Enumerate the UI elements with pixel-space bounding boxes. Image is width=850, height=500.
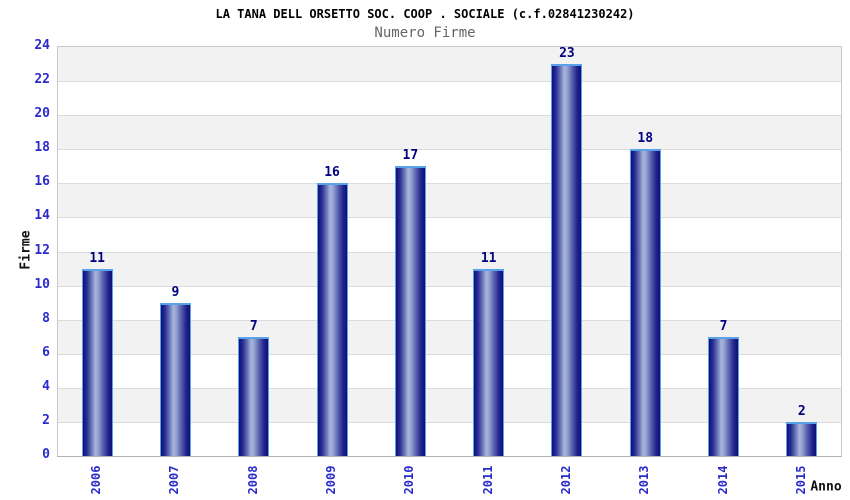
background-band: [58, 115, 841, 150]
x-tick-2015: 2015: [793, 465, 808, 495]
bar-2009: [316, 183, 348, 456]
y-tick-18: 18: [34, 140, 50, 156]
y-tick-10: 10: [34, 276, 50, 292]
bar-value-label: 16: [324, 165, 340, 181]
y-tick-20: 20: [34, 106, 50, 122]
bar-2014: [708, 336, 740, 456]
bar-2012: [551, 64, 583, 456]
gridline: [58, 183, 841, 185]
background-band: [58, 217, 841, 252]
y-tick-8: 8: [42, 310, 50, 326]
gridline: [58, 81, 841, 83]
bar-value-label: 11: [480, 250, 497, 266]
bar-value-label: 9: [171, 284, 180, 300]
y-tick-4: 4: [42, 378, 50, 394]
y-tick-14: 14: [34, 208, 50, 224]
bar-value-label: 2: [797, 403, 806, 419]
background-band: [58, 251, 841, 286]
bar-value-label: 23: [559, 46, 575, 62]
x-tick-2010: 2010: [402, 465, 417, 495]
bar-2013: [629, 149, 661, 456]
bar-value-label: 7: [719, 318, 728, 334]
gridline: [58, 115, 841, 117]
bar-2011: [473, 268, 505, 456]
bar-2008: [238, 336, 270, 456]
y-tick-2: 2: [42, 412, 50, 428]
x-tick-2013: 2013: [637, 465, 652, 495]
bar-value-label: 17: [402, 148, 419, 164]
y-tick-22: 22: [34, 72, 50, 88]
gridline: [58, 421, 841, 423]
bar-value-label: 18: [637, 131, 654, 147]
bar-2010: [394, 166, 426, 456]
x-tick-2007: 2007: [167, 465, 182, 495]
y-tick-24: 24: [34, 38, 50, 53]
background-band: [58, 81, 841, 116]
gridline: [58, 387, 841, 389]
bar-2015: [786, 421, 818, 456]
y-tick-6: 6: [42, 344, 50, 360]
bar-2007: [159, 302, 191, 456]
bar-2006: [81, 268, 113, 456]
x-tick-2009: 2009: [324, 465, 339, 495]
x-tick-2014: 2014: [715, 465, 730, 495]
chart-title: LA TANA DELL ORSETTO SOC. COOP . SOCIALE…: [215, 7, 635, 21]
x-tick-2006: 2006: [89, 465, 104, 495]
x-axis-label: Anno: [810, 479, 842, 495]
bar-value-label: 7: [249, 318, 258, 334]
bar-value-label: 11: [89, 250, 105, 266]
gridline: [58, 149, 841, 151]
gridline: [58, 319, 841, 321]
background-band: [58, 149, 841, 184]
y-tick-16: 16: [34, 174, 50, 190]
y-tick-0: 0: [42, 447, 50, 462]
background-band: [58, 47, 841, 82]
gridline: [58, 217, 841, 219]
background-band: [58, 183, 841, 218]
x-tick-2008: 2008: [245, 465, 260, 495]
plot-area: 11 9 7 16 17 11 23 18 7 2: [57, 46, 842, 457]
x-tick-2012: 2012: [558, 465, 573, 495]
chart-subtitle: Numero Firme: [374, 25, 476, 41]
gridline: [58, 285, 841, 287]
x-tick-2011: 2011: [480, 465, 495, 495]
gridline: [58, 251, 841, 253]
gridline: [58, 353, 841, 355]
y-tick-12: 12: [34, 242, 50, 258]
